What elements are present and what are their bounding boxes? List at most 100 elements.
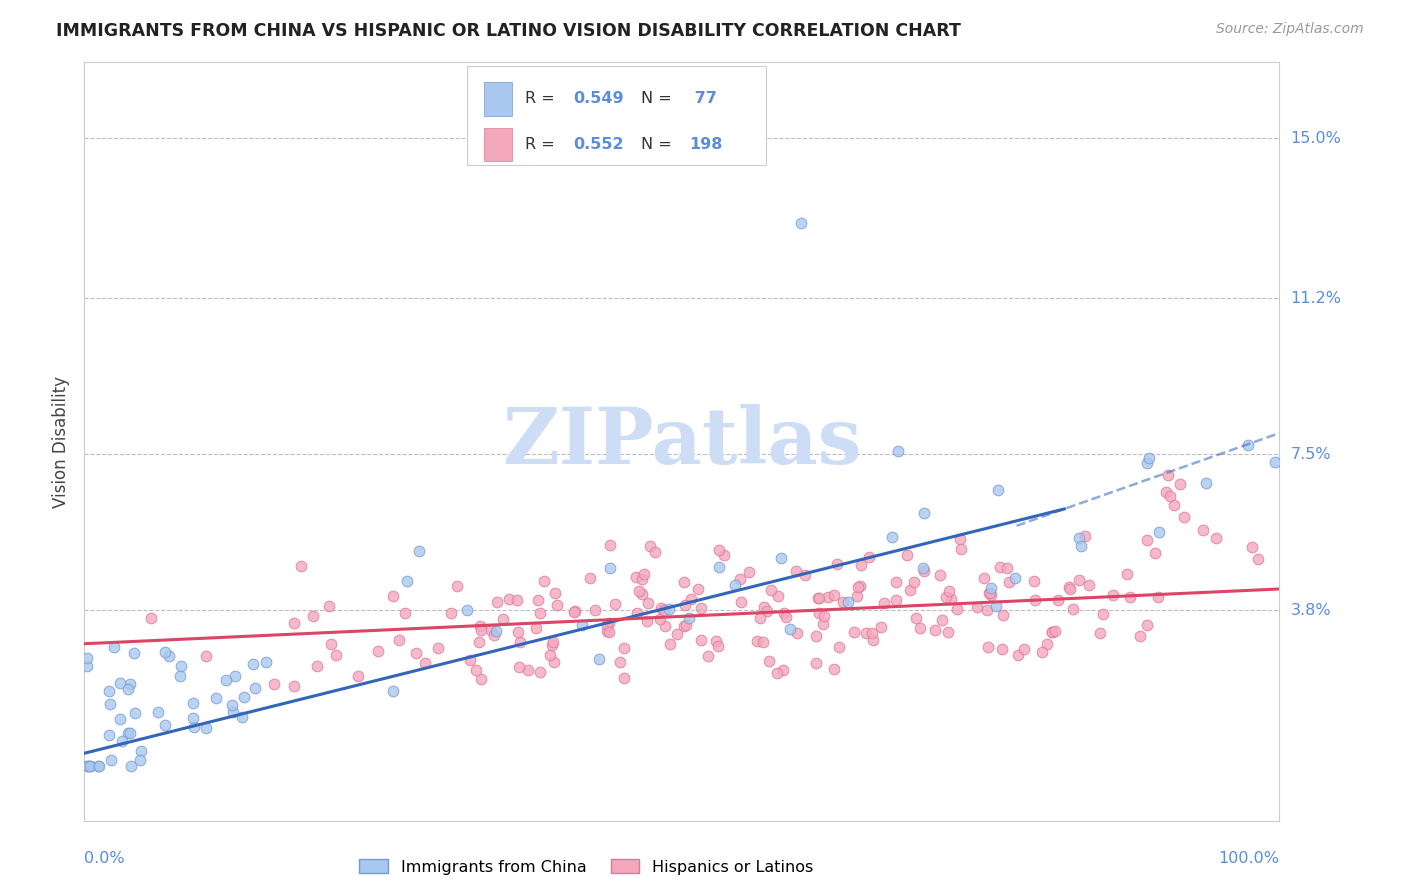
Point bbox=[319, 637, 342, 651]
Point bbox=[650, 601, 672, 615]
Point bbox=[910, 621, 932, 635]
Point bbox=[605, 597, 627, 611]
Point bbox=[858, 550, 880, 565]
Point bbox=[529, 665, 551, 680]
Point bbox=[87, 759, 110, 773]
Point bbox=[1040, 624, 1063, 639]
Point bbox=[146, 706, 169, 720]
Point bbox=[87, 759, 110, 773]
Point bbox=[748, 611, 770, 625]
Point bbox=[468, 619, 491, 633]
Point bbox=[1264, 455, 1286, 469]
Point bbox=[492, 611, 515, 625]
Point bbox=[533, 574, 555, 589]
Point bbox=[1012, 641, 1035, 656]
Point bbox=[772, 663, 794, 677]
Point bbox=[1007, 648, 1029, 662]
Point bbox=[562, 605, 585, 619]
Point bbox=[124, 706, 146, 720]
Point bbox=[673, 618, 696, 632]
Text: 15.0%: 15.0% bbox=[1291, 131, 1341, 145]
Point bbox=[470, 672, 492, 686]
Point bbox=[564, 604, 586, 618]
Point bbox=[482, 628, 505, 642]
Point bbox=[596, 624, 619, 639]
Point bbox=[153, 718, 176, 732]
Point bbox=[596, 618, 619, 632]
Point bbox=[633, 566, 655, 581]
Point bbox=[730, 572, 752, 586]
Point bbox=[1135, 618, 1157, 632]
Point bbox=[318, 599, 340, 614]
Point bbox=[696, 649, 718, 664]
Point bbox=[1137, 450, 1160, 465]
Text: 0.0%: 0.0% bbox=[84, 851, 125, 866]
Point bbox=[541, 634, 564, 648]
Point bbox=[806, 656, 828, 670]
Point bbox=[110, 676, 132, 690]
Point bbox=[524, 621, 547, 635]
Point bbox=[980, 588, 1002, 602]
Point bbox=[394, 607, 416, 621]
Point bbox=[598, 625, 620, 640]
Point bbox=[665, 627, 688, 641]
Point bbox=[263, 677, 285, 691]
Point bbox=[1237, 438, 1260, 452]
Point bbox=[195, 648, 218, 663]
Text: 198: 198 bbox=[689, 136, 723, 152]
Point bbox=[626, 606, 648, 620]
Point bbox=[120, 725, 142, 739]
Point bbox=[388, 632, 411, 647]
Point bbox=[613, 671, 636, 685]
Point bbox=[413, 656, 436, 670]
Text: 11.2%: 11.2% bbox=[1291, 291, 1341, 306]
Point bbox=[904, 611, 927, 625]
Text: 77: 77 bbox=[689, 91, 717, 106]
Point bbox=[811, 617, 834, 632]
Point bbox=[936, 624, 959, 639]
Point bbox=[254, 656, 277, 670]
Point bbox=[977, 586, 1000, 600]
Point bbox=[283, 615, 305, 630]
Point bbox=[1062, 602, 1084, 616]
Point bbox=[506, 624, 529, 639]
Point bbox=[817, 590, 839, 604]
Point bbox=[772, 606, 794, 620]
Text: ZIPatlas: ZIPatlas bbox=[502, 403, 862, 480]
Point bbox=[120, 677, 142, 691]
Point bbox=[704, 633, 727, 648]
Point bbox=[823, 588, 845, 602]
Point bbox=[1040, 624, 1063, 639]
Point bbox=[707, 639, 730, 653]
Point bbox=[1168, 476, 1191, 491]
Legend: Immigrants from China, Hispanics or Latinos: Immigrants from China, Hispanics or Lati… bbox=[353, 853, 820, 881]
Point bbox=[221, 698, 243, 712]
Point bbox=[823, 662, 845, 676]
Point bbox=[529, 606, 551, 620]
Point bbox=[181, 711, 204, 725]
Point bbox=[793, 568, 815, 582]
Point bbox=[862, 626, 884, 640]
Point bbox=[755, 604, 778, 618]
Point bbox=[405, 646, 427, 660]
Point bbox=[713, 549, 735, 563]
Point bbox=[426, 640, 449, 655]
Point bbox=[827, 558, 849, 572]
Text: N =: N = bbox=[641, 91, 678, 106]
Point bbox=[1116, 566, 1139, 581]
Point bbox=[129, 744, 152, 758]
Point bbox=[1156, 485, 1178, 500]
Point bbox=[1159, 489, 1181, 503]
Point bbox=[938, 584, 960, 599]
Point bbox=[195, 721, 218, 735]
Point bbox=[979, 586, 1001, 600]
Point bbox=[103, 640, 125, 654]
Point bbox=[139, 611, 162, 625]
Point bbox=[738, 565, 761, 579]
Point bbox=[408, 544, 430, 558]
Point bbox=[76, 759, 98, 773]
Point bbox=[770, 550, 793, 565]
Point bbox=[855, 625, 877, 640]
Text: 7.5%: 7.5% bbox=[1291, 447, 1331, 462]
Point bbox=[508, 660, 530, 674]
